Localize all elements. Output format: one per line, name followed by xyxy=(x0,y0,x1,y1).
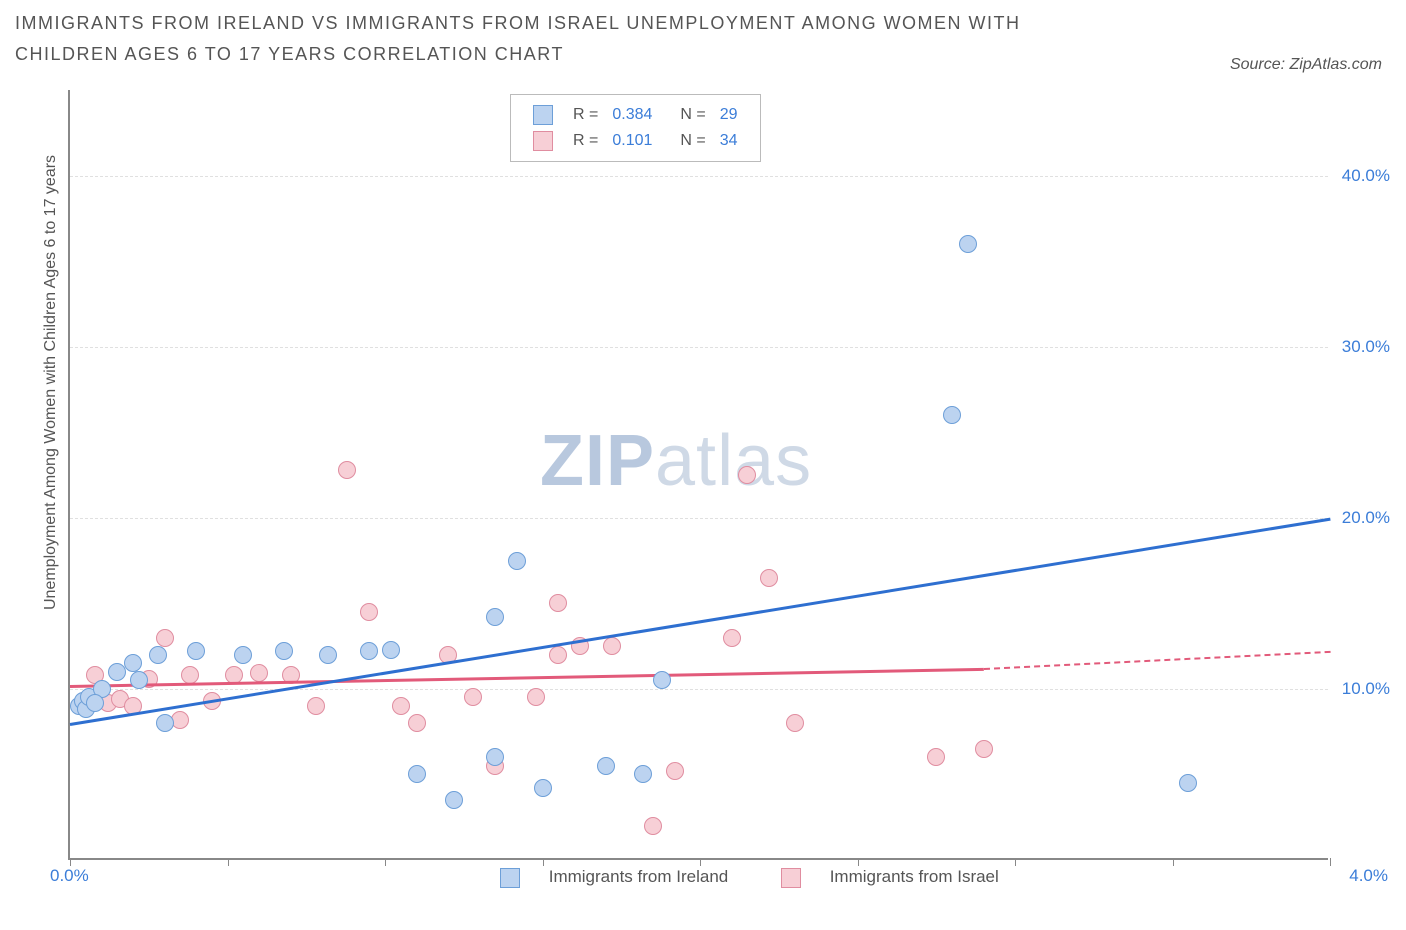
legend-label-israel: Immigrants from Israel xyxy=(830,867,999,886)
data-point-israel xyxy=(666,762,684,780)
data-point-ireland xyxy=(319,646,337,664)
plot-area: ZIPatlas R = 0.384 N = 29 R = 0.101 N = xyxy=(68,90,1328,860)
r-value-ireland: 0.384 xyxy=(606,103,658,127)
gridline xyxy=(70,347,1328,348)
data-point-ireland xyxy=(959,235,977,253)
data-point-israel xyxy=(603,637,621,655)
chart-container: Unemployment Among Women with Children A… xyxy=(50,90,1390,890)
n-label: N = xyxy=(674,129,711,153)
legend-item-ireland: Immigrants from Ireland xyxy=(500,867,752,886)
x-axis-min-label: 0.0% xyxy=(50,866,89,886)
data-point-israel xyxy=(527,688,545,706)
r-value-israel: 0.101 xyxy=(606,129,658,153)
legend-swatch-israel xyxy=(781,868,801,888)
gridline xyxy=(70,176,1328,177)
data-point-israel xyxy=(760,569,778,587)
data-point-ireland xyxy=(653,671,671,689)
legend-swatch-ireland xyxy=(533,105,553,125)
legend-row-ireland: R = 0.384 N = 29 xyxy=(527,103,744,127)
watermark-bold: ZIP xyxy=(540,421,655,501)
x-tick xyxy=(1173,858,1174,866)
series-legend: Immigrants from Ireland Immigrants from … xyxy=(500,867,1047,888)
data-point-ireland xyxy=(508,552,526,570)
data-point-ireland xyxy=(486,608,504,626)
x-tick xyxy=(70,858,71,866)
n-value-israel: 34 xyxy=(714,129,744,153)
x-tick xyxy=(385,858,386,866)
data-point-ireland xyxy=(149,646,167,664)
data-point-israel xyxy=(338,461,356,479)
y-axis-label: Unemployment Among Women with Children A… xyxy=(42,155,60,610)
data-point-israel xyxy=(464,688,482,706)
data-point-israel xyxy=(181,666,199,684)
data-point-israel xyxy=(250,664,268,682)
n-label: N = xyxy=(674,103,711,127)
data-point-ireland xyxy=(86,694,104,712)
y-tick-label: 20.0% xyxy=(1342,508,1390,528)
data-point-israel xyxy=(644,817,662,835)
chart-title: IMMIGRANTS FROM IRELAND VS IMMIGRANTS FR… xyxy=(15,8,1115,69)
r-label: R = xyxy=(567,129,604,153)
data-point-ireland xyxy=(534,779,552,797)
data-point-israel xyxy=(549,646,567,664)
data-point-israel xyxy=(307,697,325,715)
data-point-ireland xyxy=(234,646,252,664)
x-tick xyxy=(858,858,859,866)
data-point-israel xyxy=(408,714,426,732)
data-point-israel xyxy=(171,711,189,729)
data-point-ireland xyxy=(486,748,504,766)
x-tick xyxy=(543,858,544,866)
data-point-ireland xyxy=(275,642,293,660)
data-point-israel xyxy=(392,697,410,715)
y-tick-label: 30.0% xyxy=(1342,337,1390,357)
correlation-legend: R = 0.384 N = 29 R = 0.101 N = 34 xyxy=(510,94,761,162)
data-point-israel xyxy=(786,714,804,732)
legend-swatch-israel xyxy=(533,131,553,151)
y-tick-label: 40.0% xyxy=(1342,166,1390,186)
y-tick-label: 10.0% xyxy=(1342,679,1390,699)
watermark-light: atlas xyxy=(655,421,812,501)
data-point-ireland xyxy=(634,765,652,783)
legend-item-israel: Immigrants from Israel xyxy=(781,867,1023,886)
data-point-ireland xyxy=(408,765,426,783)
watermark: ZIPatlas xyxy=(540,420,812,502)
source-attribution: Source: ZipAtlas.com xyxy=(1230,56,1382,74)
x-axis-max-label: 4.0% xyxy=(1349,866,1388,886)
data-point-ireland xyxy=(597,757,615,775)
data-point-israel xyxy=(927,748,945,766)
data-point-ireland xyxy=(187,642,205,660)
data-point-ireland xyxy=(130,671,148,689)
x-tick xyxy=(1330,858,1331,866)
trend-line xyxy=(70,518,1330,726)
x-tick xyxy=(1015,858,1016,866)
trend-line xyxy=(70,668,984,688)
legend-swatch-ireland xyxy=(500,868,520,888)
data-point-ireland xyxy=(1179,774,1197,792)
data-point-israel xyxy=(156,629,174,647)
data-point-israel xyxy=(360,603,378,621)
x-tick xyxy=(228,858,229,866)
data-point-ireland xyxy=(156,714,174,732)
trend-line xyxy=(983,651,1330,670)
data-point-ireland xyxy=(360,642,378,660)
x-tick xyxy=(700,858,701,866)
data-point-ireland xyxy=(445,791,463,809)
n-value-ireland: 29 xyxy=(714,103,744,127)
legend-row-israel: R = 0.101 N = 34 xyxy=(527,129,744,153)
data-point-israel xyxy=(723,629,741,647)
data-point-israel xyxy=(549,594,567,612)
data-point-ireland xyxy=(382,641,400,659)
data-point-ireland xyxy=(943,406,961,424)
data-point-israel xyxy=(738,466,756,484)
data-point-ireland xyxy=(124,654,142,672)
gridline xyxy=(70,518,1328,519)
r-label: R = xyxy=(567,103,604,127)
legend-label-ireland: Immigrants from Ireland xyxy=(549,867,729,886)
data-point-israel xyxy=(975,740,993,758)
gridline xyxy=(70,689,1328,690)
